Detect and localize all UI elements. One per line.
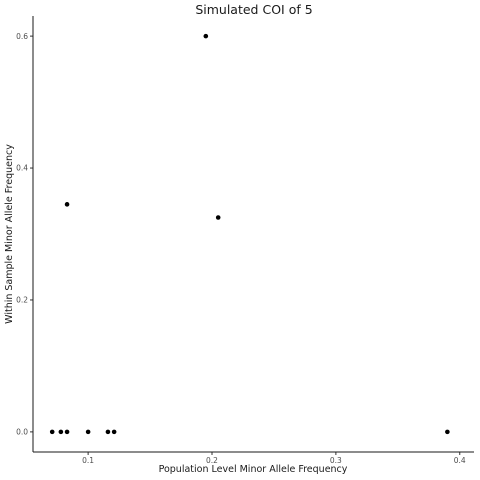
chart-title: Simulated COI of 5	[195, 2, 312, 17]
data-points	[49, 33, 450, 435]
y-tick-label: 0.6	[16, 32, 28, 41]
data-point	[58, 429, 64, 435]
y-tick-label: 0.0	[16, 428, 28, 437]
x-tick-labels: 0.1 0.2 0.3 0.4	[82, 456, 466, 465]
y-tick-labels: 0.0 0.2 0.4 0.6	[16, 32, 28, 437]
y-tick-label: 0.2	[16, 296, 28, 305]
data-point	[49, 429, 55, 435]
data-point	[105, 429, 111, 435]
x-tick-label: 0.4	[454, 456, 466, 465]
data-point	[445, 429, 450, 435]
x-axis-label: Population Level Minor Allele Frequency	[159, 464, 348, 475]
data-point	[64, 202, 70, 207]
y-tick-label: 0.4	[16, 164, 28, 173]
data-point	[64, 429, 70, 435]
x-tick-label: 0.2	[206, 456, 218, 465]
data-point	[203, 33, 209, 39]
data-point	[215, 215, 221, 220]
x-tick-label: 0.1	[82, 456, 94, 465]
data-point	[85, 429, 91, 435]
x-tick-label: 0.3	[330, 456, 342, 465]
y-axis-label: Within Sample Minor Allele Frequency	[4, 144, 15, 324]
data-point	[111, 429, 117, 435]
